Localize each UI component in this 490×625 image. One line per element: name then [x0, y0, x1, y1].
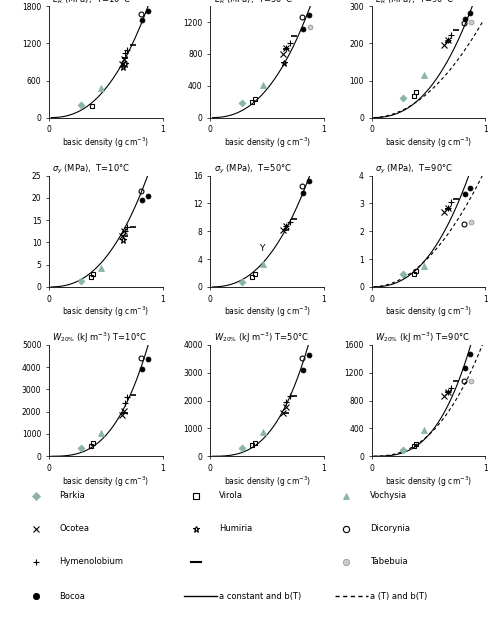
- X-axis label: basic density (g cm$^{-3}$): basic density (g cm$^{-3}$): [385, 136, 472, 150]
- Text: Dicorynia: Dicorynia: [370, 524, 410, 533]
- X-axis label: basic density (g cm$^{-3}$): basic density (g cm$^{-3}$): [223, 136, 311, 150]
- Text: $W_{20\%}$ (kJ m$^{-3}$) T=50°C: $W_{20\%}$ (kJ m$^{-3}$) T=50°C: [214, 331, 309, 345]
- X-axis label: basic density (g cm$^{-3}$): basic density (g cm$^{-3}$): [62, 474, 149, 489]
- Text: Ocotea: Ocotea: [59, 524, 89, 533]
- Text: $E_R$ (MPa),  T=50°C: $E_R$ (MPa), T=50°C: [214, 0, 293, 6]
- Text: a (T) and b(T): a (T) and b(T): [370, 592, 427, 601]
- Text: $E_R$ (MPa),  T=10°C: $E_R$ (MPa), T=10°C: [52, 0, 131, 6]
- Text: Hymenolobium: Hymenolobium: [59, 558, 123, 566]
- Text: Virola: Virola: [220, 491, 244, 500]
- X-axis label: basic density (g cm$^{-3}$): basic density (g cm$^{-3}$): [385, 305, 472, 319]
- Text: Tabebuia: Tabebuia: [370, 558, 408, 566]
- Text: a constant and b(T): a constant and b(T): [220, 592, 301, 601]
- X-axis label: basic density (g cm$^{-3}$): basic density (g cm$^{-3}$): [223, 474, 311, 489]
- Text: Parkia: Parkia: [59, 491, 85, 500]
- Text: $\sigma_y$ (MPa),  T=10°C: $\sigma_y$ (MPa), T=10°C: [52, 162, 130, 176]
- Text: Y: Y: [259, 244, 265, 252]
- Text: $W_{20\%}$ (kJ m$^{-3}$) T=90°C: $W_{20\%}$ (kJ m$^{-3}$) T=90°C: [375, 331, 470, 345]
- Text: Bocoa: Bocoa: [59, 592, 85, 601]
- Text: $E_R$ (MPa),  T=90°C: $E_R$ (MPa), T=90°C: [375, 0, 454, 6]
- Text: $W_{20\%}$ (kJ m$^{-3}$) T=10°C: $W_{20\%}$ (kJ m$^{-3}$) T=10°C: [52, 331, 147, 345]
- X-axis label: basic density (g cm$^{-3}$): basic density (g cm$^{-3}$): [62, 136, 149, 150]
- X-axis label: basic density (g cm$^{-3}$): basic density (g cm$^{-3}$): [385, 474, 472, 489]
- Text: Humiria: Humiria: [220, 524, 252, 533]
- Text: $\sigma_y$ (MPa),  T=50°C: $\sigma_y$ (MPa), T=50°C: [214, 162, 292, 176]
- X-axis label: basic density (g cm$^{-3}$): basic density (g cm$^{-3}$): [62, 305, 149, 319]
- Text: Vochysia: Vochysia: [370, 491, 407, 500]
- X-axis label: basic density (g cm$^{-3}$): basic density (g cm$^{-3}$): [223, 305, 311, 319]
- Text: $\sigma_y$ (MPa),  T=90°C: $\sigma_y$ (MPa), T=90°C: [375, 162, 453, 176]
